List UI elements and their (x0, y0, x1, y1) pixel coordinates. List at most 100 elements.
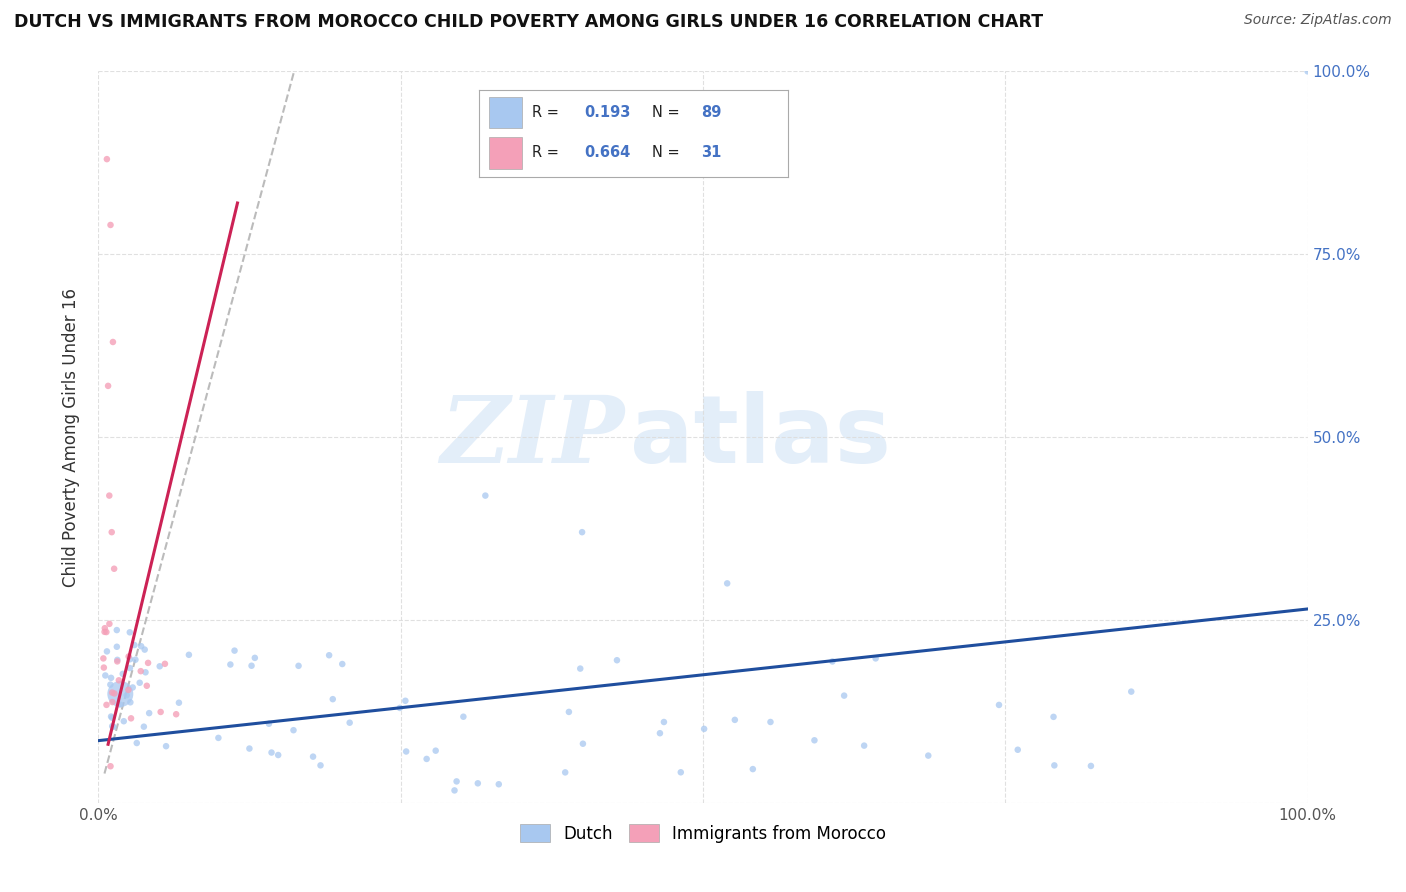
Point (100, 671, 122, 685)
Point (110, 687, 132, 701)
Point (101, 719, 124, 733)
Point (606, 653, 628, 667)
Point (98, 616, 121, 631)
Point (167, 696, 190, 710)
Legend: Dutch, Immigrants from Morocco: Dutch, Immigrants from Morocco (513, 818, 893, 849)
Point (453, 709, 475, 723)
Point (853, 739, 876, 753)
Point (177, 648, 200, 662)
Point (118, 649, 141, 664)
Point (93, 660, 115, 674)
Point (118, 625, 141, 640)
Point (101, 711, 124, 725)
Y-axis label: Child Poverty Among Girls Under 16: Child Poverty Among Girls Under 16 (62, 287, 80, 587)
Point (153, 657, 176, 671)
Point (98, 489, 121, 503)
Point (865, 651, 887, 665)
Point (1121, 684, 1143, 698)
Point (96, 644, 118, 658)
Point (96, 625, 118, 640)
Point (96, 152, 118, 166)
Point (129, 664, 152, 678)
Point (112, 714, 135, 729)
Point (339, 715, 361, 730)
Point (243, 651, 266, 665)
Text: ZIP: ZIP (440, 392, 624, 482)
Point (138, 706, 160, 720)
Text: DUTCH VS IMMIGRANTS FROM MOROCCO CHILD POVERTY AMONG GIRLS UNDER 16 CORRELATION : DUTCH VS IMMIGRANTS FROM MOROCCO CHILD P… (14, 13, 1043, 31)
Point (302, 749, 325, 764)
Point (415, 752, 437, 766)
Text: atlas: atlas (630, 391, 891, 483)
Point (648, 726, 671, 740)
Point (136, 656, 159, 670)
Point (124, 638, 146, 652)
Point (93, 624, 115, 639)
Point (488, 777, 510, 791)
Point (149, 659, 172, 673)
Point (103, 562, 125, 576)
Point (388, 701, 411, 715)
Point (240, 658, 263, 673)
Point (94, 668, 117, 682)
Point (97, 379, 120, 393)
Point (572, 737, 595, 751)
Point (105, 640, 128, 654)
Point (425, 744, 447, 758)
Point (283, 723, 305, 738)
Point (105, 653, 128, 667)
Point (267, 747, 290, 762)
Point (129, 639, 152, 653)
Point (118, 661, 141, 675)
Point (330, 657, 353, 671)
Point (917, 748, 939, 763)
Point (93, 651, 115, 665)
Point (287, 658, 309, 673)
Point (554, 765, 576, 780)
Point (120, 652, 142, 666)
Point (108, 698, 131, 712)
Point (155, 739, 177, 754)
Point (832, 689, 855, 703)
Point (257, 716, 280, 731)
Point (395, 744, 418, 758)
Point (207, 731, 229, 745)
Point (125, 736, 148, 750)
Point (224, 643, 246, 657)
Point (101, 685, 124, 699)
Point (111, 666, 134, 681)
Point (759, 714, 782, 729)
Point (219, 657, 242, 672)
Point (117, 682, 139, 697)
Point (309, 758, 332, 772)
Point (120, 695, 142, 709)
Point (1043, 758, 1066, 772)
Point (108, 673, 131, 688)
Point (446, 774, 468, 789)
Point (652, 714, 675, 729)
Point (741, 762, 763, 776)
Point (558, 705, 581, 719)
Text: Source: ZipAtlas.com: Source: ZipAtlas.com (1244, 13, 1392, 28)
Point (821, 655, 844, 669)
Point (128, 675, 150, 690)
Point (121, 681, 143, 695)
Point (105, 654, 128, 668)
Point (322, 692, 344, 706)
Point (101, 695, 124, 709)
Point (669, 765, 692, 780)
Point (260, 746, 283, 760)
Point (803, 733, 825, 747)
Point (124, 653, 146, 667)
Point (100, 759, 122, 773)
Point (394, 694, 416, 708)
Point (443, 783, 465, 797)
Point (571, 525, 593, 540)
Point (988, 698, 1011, 712)
Point (100, 709, 122, 723)
Point (716, 576, 738, 591)
Point (165, 707, 187, 722)
Point (1007, 743, 1029, 757)
Point (467, 776, 489, 790)
Point (100, 218, 122, 232)
